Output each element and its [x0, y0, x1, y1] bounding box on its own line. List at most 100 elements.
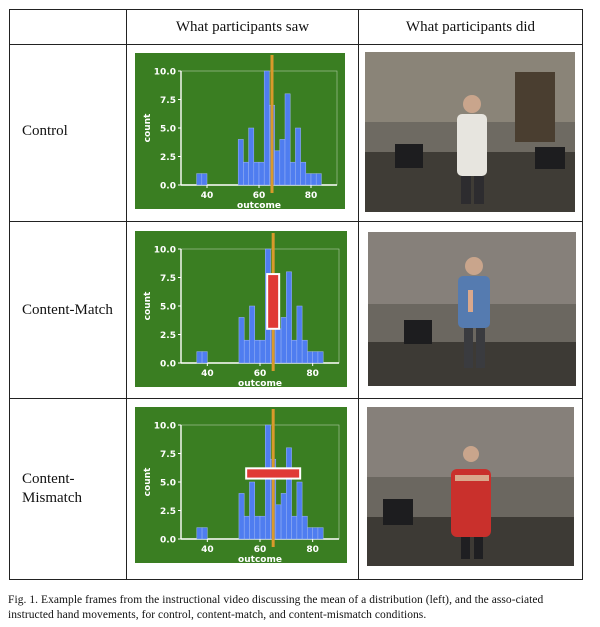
x-tick-label: 60 [253, 191, 266, 201]
histogram-bar [201, 351, 208, 364]
y-tick-label: 2.5 [160, 331, 176, 341]
row-label-content-match: Content-Match [22, 302, 113, 318]
y-tick-label: 5.0 [160, 303, 176, 313]
figure-caption: Fig. 1. Example frames from the instruct… [8, 594, 544, 621]
histogram-bar [280, 493, 287, 540]
histogram-bar [296, 481, 303, 540]
y-tick-label: 10.0 [154, 422, 176, 432]
header-divider [10, 44, 582, 45]
histogram-bar [317, 527, 324, 540]
y-tick-label: 2.5 [160, 153, 176, 163]
histogram-bar [275, 328, 282, 364]
monitor [395, 144, 423, 168]
histogram-bar [259, 515, 266, 540]
histogram-bar [258, 161, 265, 186]
photo-control [365, 52, 575, 212]
histogram-bar [289, 161, 296, 186]
person-body [451, 469, 491, 537]
histogram-bar [196, 173, 203, 186]
horizontal-hand [455, 475, 489, 481]
histogram-bar [315, 173, 322, 186]
histogram-bar [248, 127, 255, 186]
histogram-bar [243, 515, 250, 540]
histogram-control: 0.0 2.5 5.0 7.5 10.0 40 60 80 outcome count [135, 53, 345, 209]
person-head [463, 95, 481, 113]
monitor [535, 147, 565, 169]
histogram-bar [196, 527, 203, 540]
column-header-saw: What participants saw [175, 19, 310, 35]
histogram-bar [286, 447, 292, 540]
histogram-bar [238, 493, 245, 540]
row-label-content-mismatch: Content- Mismatch [22, 471, 82, 506]
y-tick-label: 2.5 [160, 507, 176, 517]
y-axis-label: count [143, 467, 153, 496]
histogram-bar [253, 161, 260, 186]
histogram-bar [249, 305, 255, 364]
histogram-bar [291, 339, 298, 364]
histogram-bar [254, 339, 261, 364]
x-tick-label: 40 [201, 369, 214, 379]
histogram-bar [237, 139, 244, 186]
histogram-bar [254, 515, 261, 540]
histogram-bar [310, 173, 317, 186]
x-tick-label: 80 [306, 369, 319, 379]
x-tick-label: 40 [201, 191, 214, 201]
x-axis-label: outcome [238, 555, 282, 563]
histogram-bar [259, 339, 266, 364]
x-tick-label: 40 [201, 545, 214, 555]
y-tick-label: 5.0 [160, 125, 176, 135]
y-axis-label: count [143, 291, 153, 320]
y-tick-label: 7.5 [160, 450, 176, 460]
histogram-bar [274, 150, 281, 186]
histogram-bar [249, 481, 255, 540]
y-tick-label: 10.0 [154, 68, 176, 78]
histogram-bar [301, 515, 308, 540]
column-divider [358, 10, 359, 579]
y-tick-label: 5.0 [160, 479, 176, 489]
x-tick-label: 60 [254, 545, 267, 555]
y-axis-label: count [143, 113, 153, 142]
x-axis-label: outcome [237, 201, 281, 209]
histogram-bar [284, 93, 291, 186]
y-tick-label: 0.0 [160, 182, 176, 192]
histogram-bar [243, 161, 249, 186]
histogram-bar [295, 127, 301, 186]
histogram-bar [280, 317, 287, 364]
row-label-control: Control [22, 123, 68, 139]
figure-table: What participants saw What participants … [9, 9, 583, 580]
histogram-bar [300, 161, 307, 186]
histogram-bar [307, 351, 313, 364]
y-tick-label: 7.5 [160, 274, 176, 284]
histogram-bar [201, 173, 208, 186]
person-body [457, 114, 487, 176]
door [515, 72, 555, 142]
histogram-bar [291, 515, 298, 540]
histogram-bar [312, 527, 319, 540]
histogram-bar [279, 139, 286, 186]
photo-content-mismatch [367, 407, 574, 566]
histogram-bar [301, 339, 308, 364]
photo-content-match [368, 232, 576, 386]
histogram-bar [312, 351, 319, 364]
row-divider [10, 221, 582, 222]
y-tick-label: 7.5 [160, 96, 176, 106]
x-tick-label: 80 [305, 191, 318, 201]
histogram-bar [243, 339, 250, 364]
histogram-bar [286, 271, 292, 364]
x-tick-label: 80 [306, 545, 319, 555]
row-divider [10, 398, 582, 399]
histogram-bar [265, 424, 271, 540]
histogram-bar [238, 317, 245, 364]
histogram-bar [201, 527, 208, 540]
histogram-content-mismatch: 0.0 2.5 5.0 7.5 10.0 40 60 80 outcome count [135, 407, 347, 563]
histogram-bar [275, 504, 282, 540]
histogram-bar [196, 351, 203, 364]
column-divider [126, 10, 127, 579]
histogram-bar [317, 351, 324, 364]
histogram-bar [263, 70, 270, 186]
horizontal-marker [245, 467, 302, 480]
vertical-hand [468, 290, 473, 312]
y-tick-label: 10.0 [154, 246, 176, 256]
y-tick-label: 0.0 [160, 360, 176, 370]
x-tick-label: 60 [254, 369, 267, 379]
